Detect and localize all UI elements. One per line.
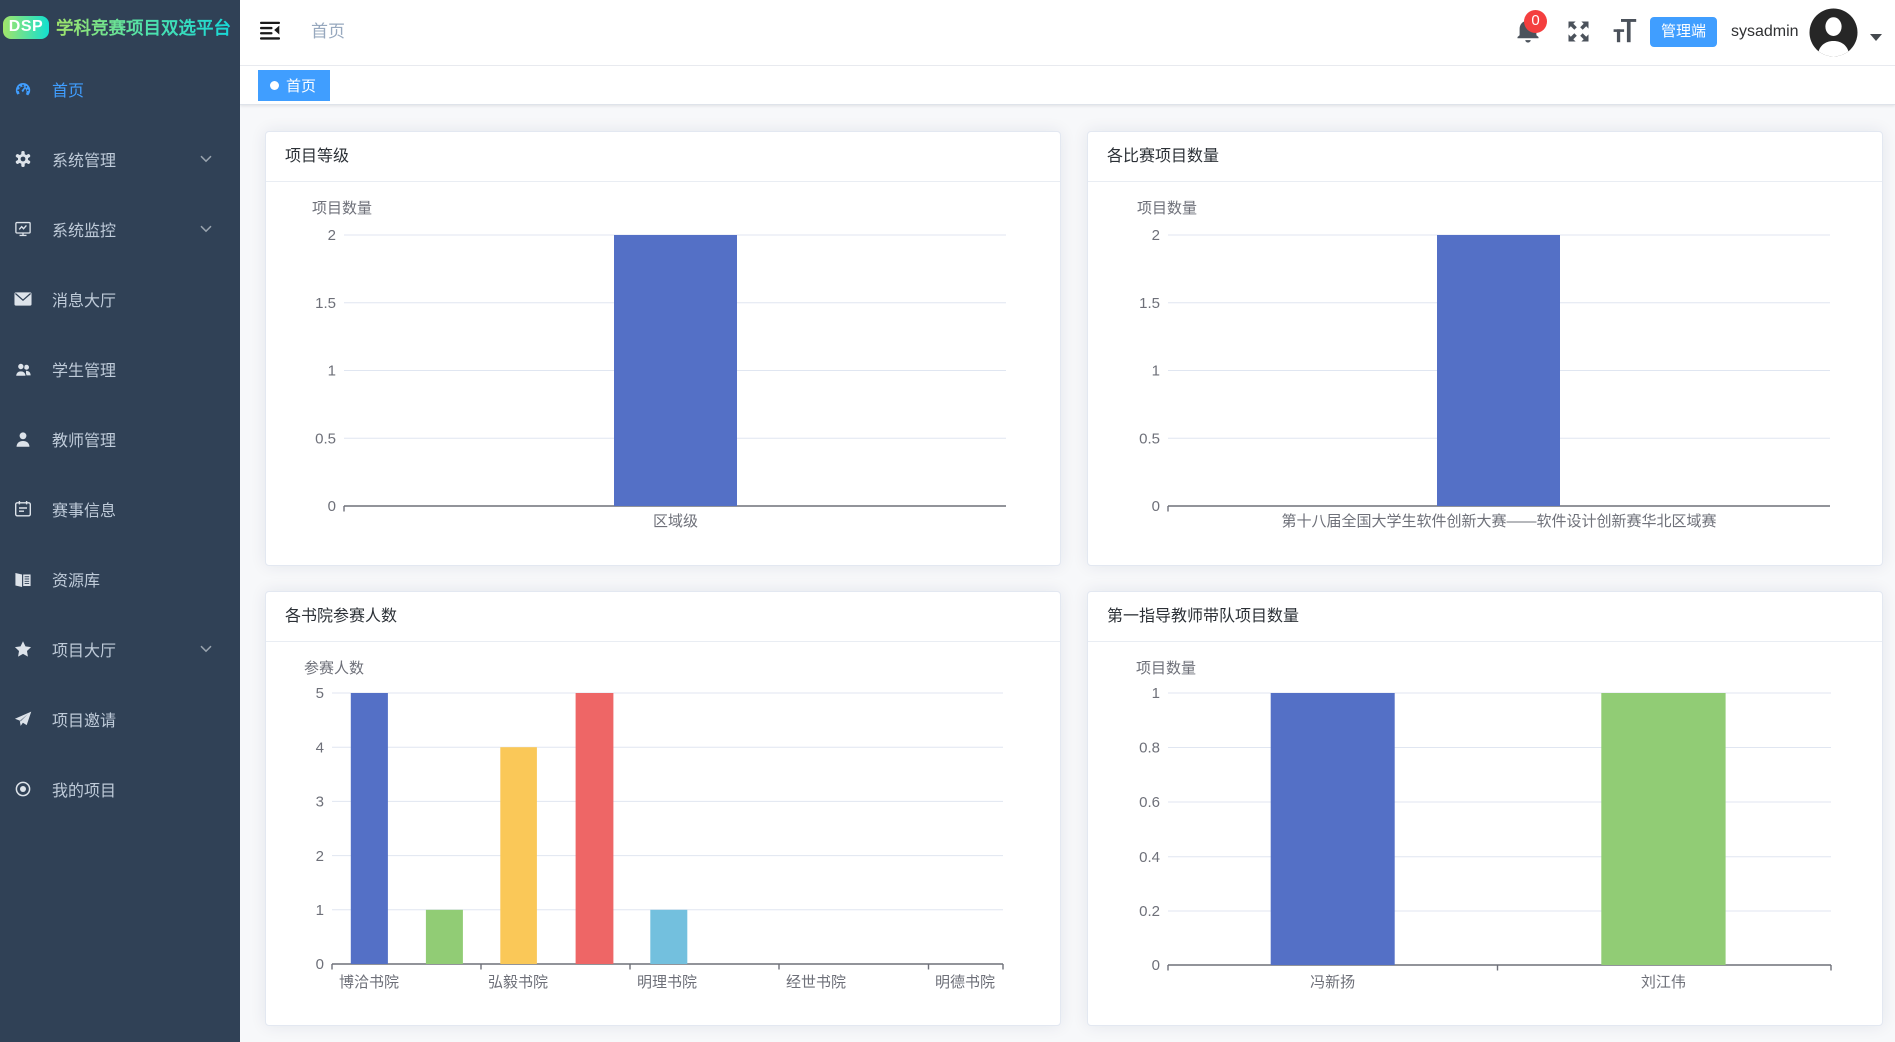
svg-text:明德书院: 明德书院 [935, 973, 995, 991]
svg-text:1.5: 1.5 [1139, 295, 1160, 312]
svg-text:0.4: 0.4 [1139, 849, 1160, 866]
svg-text:项目数量: 项目数量 [1136, 660, 1196, 677]
svg-text:刘江伟: 刘江伟 [1641, 974, 1686, 991]
svg-text:博洽书院: 博洽书院 [339, 973, 399, 991]
svg-text:4: 4 [316, 739, 324, 756]
svg-text:0.5: 0.5 [1139, 430, 1160, 447]
svg-text:经世书院: 经世书院 [786, 973, 846, 991]
svg-text:0: 0 [1152, 498, 1160, 515]
svg-text:0: 0 [328, 498, 336, 515]
svg-text:2: 2 [328, 227, 336, 244]
svg-text:2: 2 [316, 848, 324, 865]
svg-text:0: 0 [1152, 957, 1160, 974]
svg-text:0.6: 0.6 [1139, 794, 1160, 811]
svg-text:1.5: 1.5 [315, 295, 336, 312]
svg-text:3: 3 [316, 794, 324, 811]
svg-text:冯新扬: 冯新扬 [1310, 974, 1355, 991]
svg-text:1: 1 [328, 363, 336, 380]
svg-text:弘毅书院: 弘毅书院 [488, 973, 548, 991]
svg-text:参赛人数: 参赛人数 [304, 660, 364, 677]
svg-text:项目数量: 项目数量 [1137, 200, 1197, 217]
svg-text:0: 0 [316, 956, 324, 973]
svg-text:0.8: 0.8 [1139, 740, 1160, 757]
svg-text:明理书院: 明理书院 [637, 973, 697, 991]
svg-text:5: 5 [316, 685, 324, 702]
svg-text:项目数量: 项目数量 [312, 200, 372, 217]
svg-text:0.5: 0.5 [315, 430, 336, 447]
svg-text:1: 1 [1152, 685, 1160, 702]
svg-text:区域级: 区域级 [653, 513, 698, 530]
svg-text:第十八届全国大学生软件创新大赛——软件设计创新赛华北区域赛: 第十八届全国大学生软件创新大赛——软件设计创新赛华北区域赛 [1281, 512, 1716, 530]
svg-text:1: 1 [1152, 363, 1160, 380]
svg-text:2: 2 [1152, 227, 1160, 244]
svg-text:0.2: 0.2 [1139, 903, 1160, 920]
svg-text:1: 1 [316, 902, 324, 919]
